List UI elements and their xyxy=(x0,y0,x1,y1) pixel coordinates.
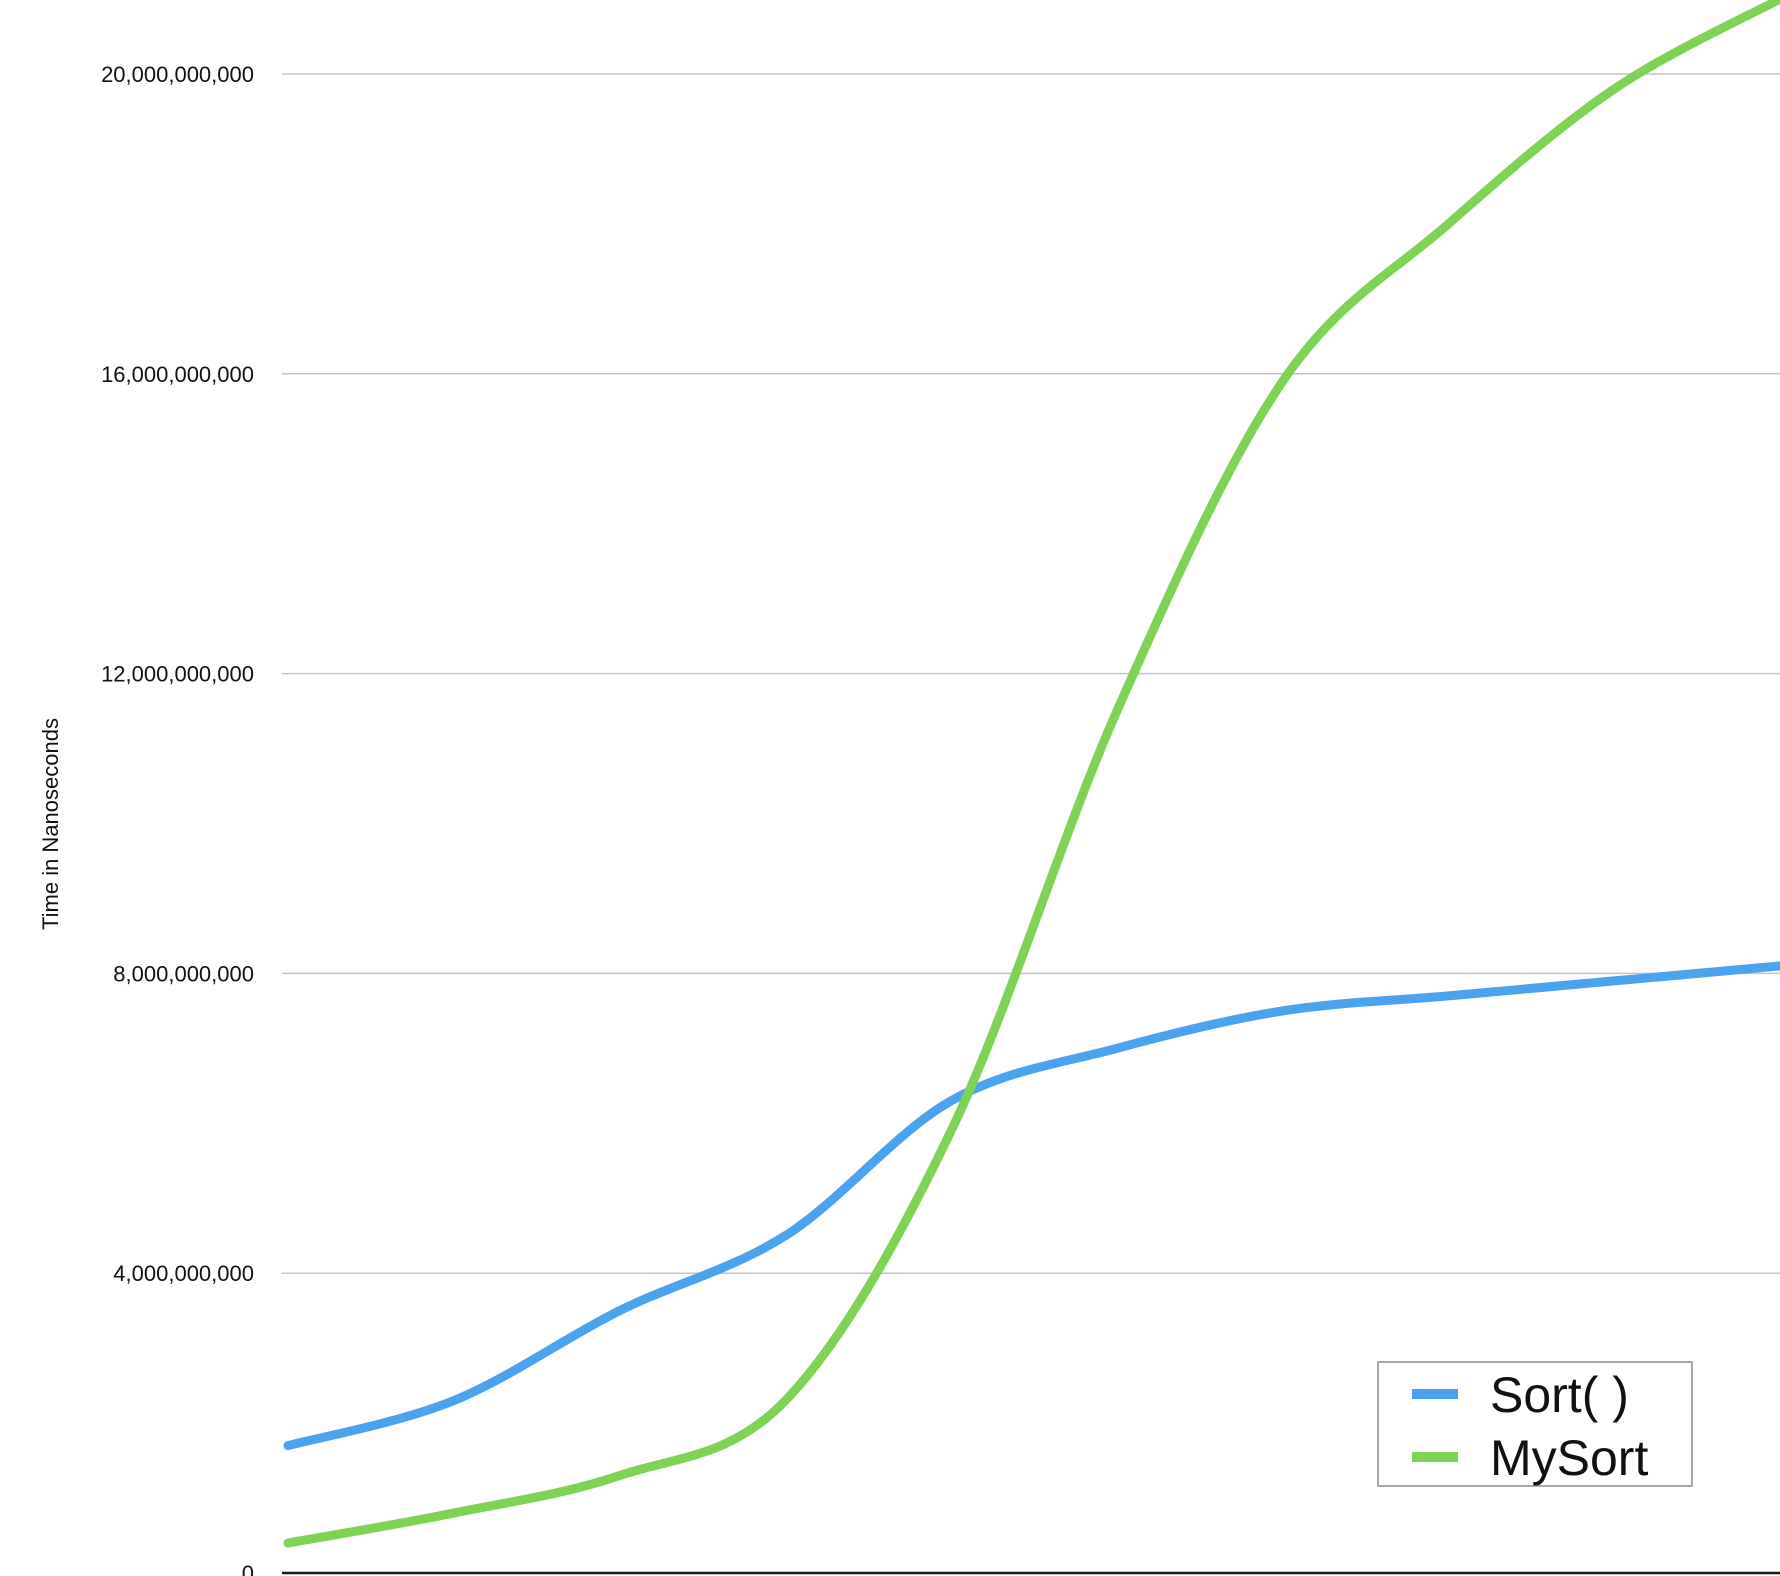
y-tick-label: 16,000,000,000 xyxy=(101,362,254,387)
legend-items: Sort( ) MySort xyxy=(1412,1367,1648,1486)
y-tick-label: 0 xyxy=(242,1561,254,1576)
legend: Sort( ) MySort xyxy=(1377,1361,1693,1487)
series-line-sort xyxy=(283,961,1780,1451)
y-axis-tick-labels: 0 4,000,000,000 8,000,000,000 12,000,000,00… xyxy=(101,62,254,1576)
legend-label: MySort xyxy=(1490,1430,1648,1486)
y-axis-title: Time in Nanoseconds xyxy=(38,718,63,930)
y-tick-label: 20,000,000,000 xyxy=(101,62,254,87)
plot-area xyxy=(283,0,1780,1548)
series-lines xyxy=(283,0,1780,1548)
legend-box xyxy=(1377,1361,1693,1487)
y-tick-label: 12,000,000,000 xyxy=(101,662,254,687)
gridlines xyxy=(282,73,1780,1274)
legend-label: Sort( ) xyxy=(1490,1367,1629,1423)
y-tick-label: 4,000,000,000 xyxy=(113,1261,254,1286)
series-line-mysort xyxy=(283,0,1780,1548)
y-tick-label: 8,000,000,000 xyxy=(113,961,254,986)
